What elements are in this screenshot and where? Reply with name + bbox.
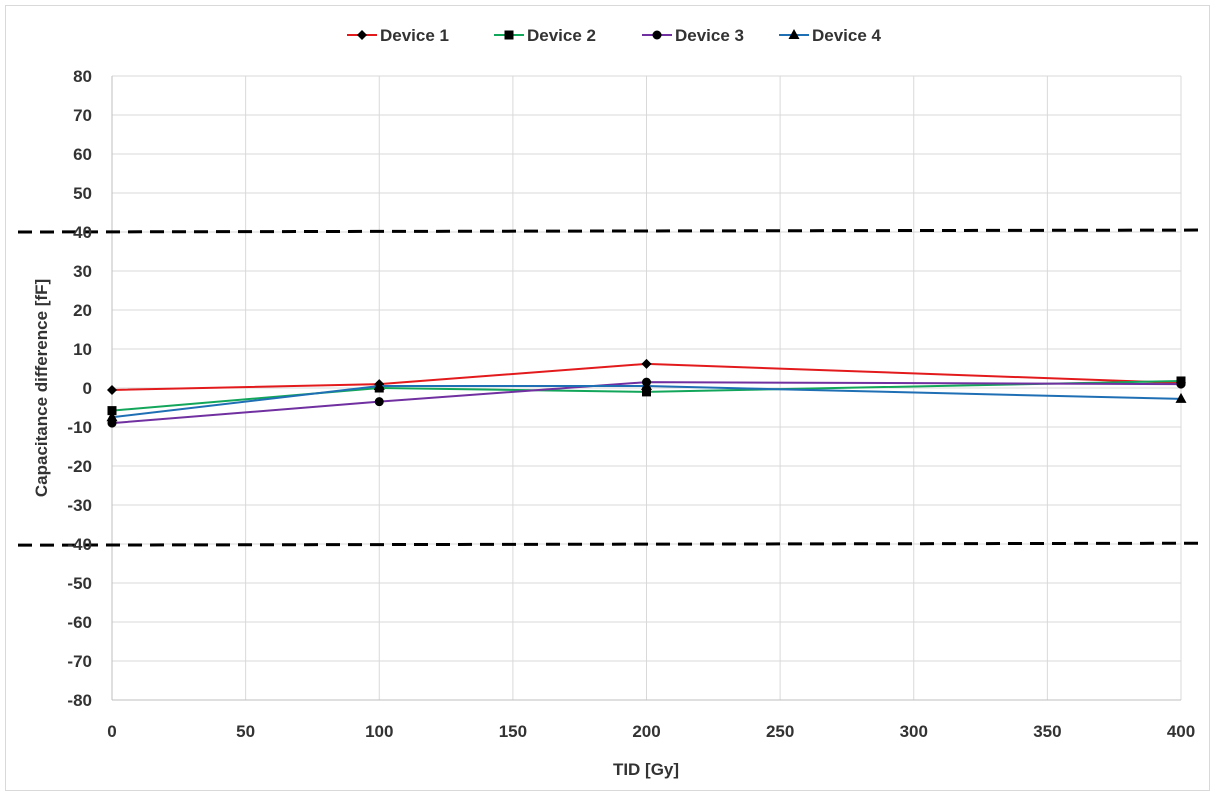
y-tick-label: 30 xyxy=(73,262,92,281)
x-tick-label: 0 xyxy=(107,722,116,741)
y-tick-label: 60 xyxy=(73,145,92,164)
y-tick-label: -50 xyxy=(67,574,92,593)
y-tick-label: 50 xyxy=(73,184,92,203)
legend-label: Device 4 xyxy=(812,26,882,45)
y-tick-label: 80 xyxy=(73,67,92,86)
y-tick-label: 0 xyxy=(83,379,92,398)
chart-frame xyxy=(5,5,1210,791)
data-point xyxy=(1176,379,1186,389)
series-line xyxy=(111,379,1182,412)
x-tick-label: 100 xyxy=(365,722,393,741)
series-line xyxy=(111,385,1182,419)
legend-item: Device 3 xyxy=(642,26,744,45)
data-point xyxy=(107,384,117,395)
legend-marker xyxy=(788,29,800,39)
y-tick-label: -70 xyxy=(67,652,92,671)
x-tick-label: 350 xyxy=(1033,722,1061,741)
y-tick-label: 40 xyxy=(73,223,92,242)
legend-marker xyxy=(652,30,662,40)
y-tick-label: 10 xyxy=(73,340,92,359)
data-point xyxy=(1175,392,1187,403)
legend-label: Device 1 xyxy=(380,26,449,45)
x-tick-label: 250 xyxy=(766,722,794,741)
x-axis-title: TID [Gy] xyxy=(613,760,679,779)
data-point xyxy=(374,397,384,407)
x-tick-label: 400 xyxy=(1167,722,1195,741)
y-tick-label: -80 xyxy=(67,691,92,710)
y-tick-label: 70 xyxy=(73,106,92,125)
y-tick-label: -10 xyxy=(67,418,92,437)
x-tick-label: 150 xyxy=(499,722,527,741)
y-tick-label: -60 xyxy=(67,613,92,632)
series-4 xyxy=(106,380,1187,422)
x-tick-label: 50 xyxy=(236,722,255,741)
data-point xyxy=(642,387,651,397)
data-point xyxy=(107,406,117,416)
series-group xyxy=(106,358,1187,428)
legend-item: Device 2 xyxy=(494,26,596,45)
data-point xyxy=(641,358,652,369)
tick-labels: 80706050403020100-10-20-30-40-50-60-70-8… xyxy=(67,67,1195,741)
y-axis-title: Capacitance difference [fF] xyxy=(32,279,51,497)
legend-label: Device 2 xyxy=(527,26,596,45)
data-point xyxy=(106,411,118,422)
data-point xyxy=(373,380,385,391)
series-line xyxy=(111,381,1182,425)
legend-label: Device 3 xyxy=(675,26,744,45)
legend: Device 1 Device 2 Device 3 Device 4 xyxy=(347,26,882,45)
legend-item: Device 1 xyxy=(347,26,449,45)
series-line xyxy=(111,362,1182,391)
y-tick-label: 20 xyxy=(73,301,92,320)
y-tick-label: -30 xyxy=(67,496,92,515)
y-tick-label: -20 xyxy=(67,457,92,476)
data-point xyxy=(641,380,652,391)
legend-item: Device 4 xyxy=(779,26,882,45)
x-tick-label: 200 xyxy=(632,722,660,741)
legend-marker xyxy=(504,30,514,40)
x-tick-label: 300 xyxy=(900,722,928,741)
legend-marker xyxy=(357,30,367,40)
y-tick-label: -40 xyxy=(67,535,92,554)
